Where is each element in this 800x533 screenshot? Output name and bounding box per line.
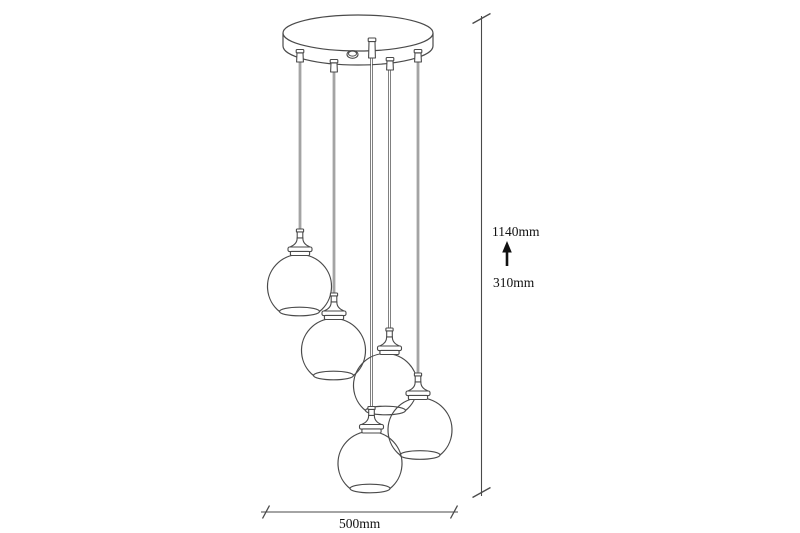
lamp-socket-3 xyxy=(376,327,403,356)
suspension-cords xyxy=(298,56,420,408)
width-dimension: 500mm xyxy=(261,505,459,531)
arrow-up-icon xyxy=(502,241,512,266)
pendant-globe-4 xyxy=(337,430,403,494)
pendant-globe-5 xyxy=(387,397,453,460)
dimension-tick-top xyxy=(472,12,491,25)
lamp-socket-4 xyxy=(358,405,385,434)
cord-grip-center xyxy=(367,37,377,59)
lamp-socket-1 xyxy=(287,228,313,257)
pendant-globe-1 xyxy=(266,253,333,317)
dimension-tick-right xyxy=(449,505,459,519)
cord-grip xyxy=(329,58,339,73)
height-dimension: 1140mm 310mm xyxy=(472,12,540,499)
dimension-tick-left xyxy=(261,505,271,519)
cord-grip xyxy=(295,48,305,63)
ceiling-canopy xyxy=(282,14,434,66)
pendant-globe-2 xyxy=(300,317,367,381)
width-label: 500mm xyxy=(339,516,381,531)
canopy-mount-hole-inner xyxy=(348,50,357,57)
dimension-tick-bottom xyxy=(472,486,491,499)
cord-grip xyxy=(385,56,395,71)
adjustable-height-label: 310mm xyxy=(493,275,535,290)
total-height-label: 1140mm xyxy=(492,224,540,239)
canopy-plate xyxy=(282,14,434,52)
pendant-globes xyxy=(266,253,453,494)
lamp-socket-5 xyxy=(405,372,431,401)
pendant-globe-3 xyxy=(352,352,419,416)
lamp-socket-2 xyxy=(321,292,347,321)
cord-grip xyxy=(413,48,423,63)
